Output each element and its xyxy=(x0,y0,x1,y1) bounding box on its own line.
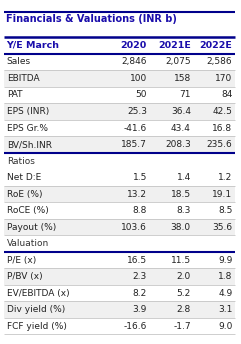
Bar xyxy=(4,87,235,103)
Bar xyxy=(4,301,235,318)
Text: 2.8: 2.8 xyxy=(177,305,191,314)
Text: Sales: Sales xyxy=(7,57,31,66)
Text: 1.5: 1.5 xyxy=(133,173,147,182)
Bar xyxy=(4,70,235,87)
Bar xyxy=(4,136,235,153)
Text: 35.6: 35.6 xyxy=(212,223,233,232)
Bar xyxy=(4,186,235,202)
Text: EBITDA: EBITDA xyxy=(7,74,39,83)
Text: 13.2: 13.2 xyxy=(127,190,147,198)
Text: Financials & Valuations (INR b): Financials & Valuations (INR b) xyxy=(6,14,177,24)
Bar xyxy=(4,252,235,268)
Text: 2,846: 2,846 xyxy=(121,57,147,66)
Text: PAT: PAT xyxy=(7,90,22,99)
Text: P/E (x): P/E (x) xyxy=(7,256,36,265)
Text: 50: 50 xyxy=(135,90,147,99)
Text: 1.2: 1.2 xyxy=(218,173,233,182)
Text: -41.6: -41.6 xyxy=(124,123,147,132)
Text: 2,586: 2,586 xyxy=(207,57,233,66)
Text: 71: 71 xyxy=(179,90,191,99)
Text: -16.6: -16.6 xyxy=(124,322,147,331)
Text: 25.3: 25.3 xyxy=(127,107,147,116)
Text: 9.0: 9.0 xyxy=(218,322,233,331)
Text: 18.5: 18.5 xyxy=(171,190,191,198)
Text: 16.5: 16.5 xyxy=(127,256,147,265)
Text: 158: 158 xyxy=(174,74,191,83)
Text: 2,075: 2,075 xyxy=(165,57,191,66)
Text: 3.1: 3.1 xyxy=(218,305,233,314)
Text: 208.3: 208.3 xyxy=(165,140,191,149)
Bar xyxy=(4,120,235,136)
Text: 16.8: 16.8 xyxy=(212,123,233,132)
Text: 185.7: 185.7 xyxy=(121,140,147,149)
Text: 2021E: 2021E xyxy=(158,41,191,50)
Text: 2020: 2020 xyxy=(121,41,147,50)
Text: Valuation: Valuation xyxy=(7,239,49,248)
Text: Div yield (%): Div yield (%) xyxy=(7,305,65,314)
Text: EPS (INR): EPS (INR) xyxy=(7,107,49,116)
Text: -1.7: -1.7 xyxy=(173,322,191,331)
Text: 3.9: 3.9 xyxy=(133,305,147,314)
Text: 170: 170 xyxy=(215,74,233,83)
Text: 2.3: 2.3 xyxy=(133,272,147,281)
Bar xyxy=(4,103,235,120)
Text: 84: 84 xyxy=(221,90,233,99)
Text: P/BV (x): P/BV (x) xyxy=(7,272,42,281)
Text: 43.4: 43.4 xyxy=(171,123,191,132)
Text: Ratios: Ratios xyxy=(7,157,34,165)
Text: 2022E: 2022E xyxy=(200,41,233,50)
Text: 19.1: 19.1 xyxy=(212,190,233,198)
Text: RoE (%): RoE (%) xyxy=(7,190,42,198)
Text: 103.6: 103.6 xyxy=(121,223,147,232)
Text: 8.2: 8.2 xyxy=(133,289,147,298)
Text: 8.5: 8.5 xyxy=(218,206,233,215)
Text: 1.8: 1.8 xyxy=(218,272,233,281)
Text: FCF yield (%): FCF yield (%) xyxy=(7,322,67,331)
Bar xyxy=(4,285,235,301)
Text: BV/Sh.INR: BV/Sh.INR xyxy=(7,140,52,149)
Text: 5.2: 5.2 xyxy=(177,289,191,298)
Text: 9.9: 9.9 xyxy=(218,256,233,265)
Bar xyxy=(4,202,235,219)
Bar xyxy=(4,219,235,235)
Text: EV/EBITDA (x): EV/EBITDA (x) xyxy=(7,289,69,298)
Text: 4.9: 4.9 xyxy=(218,289,233,298)
Text: 11.5: 11.5 xyxy=(171,256,191,265)
Text: 235.6: 235.6 xyxy=(207,140,233,149)
Text: RoCE (%): RoCE (%) xyxy=(7,206,48,215)
Text: 2.0: 2.0 xyxy=(177,272,191,281)
Bar xyxy=(4,54,235,70)
Text: 36.4: 36.4 xyxy=(171,107,191,116)
Text: 1.4: 1.4 xyxy=(177,173,191,182)
Bar xyxy=(4,268,235,285)
Bar xyxy=(4,318,235,334)
Text: Net D:E: Net D:E xyxy=(7,173,41,182)
Text: Payout (%): Payout (%) xyxy=(7,223,56,232)
Text: EPS Gr.%: EPS Gr.% xyxy=(7,123,48,132)
Text: 42.5: 42.5 xyxy=(213,107,233,116)
Text: Y/E March: Y/E March xyxy=(7,41,60,50)
Text: 100: 100 xyxy=(130,74,147,83)
Bar xyxy=(4,169,235,186)
Text: 8.3: 8.3 xyxy=(176,206,191,215)
Text: 38.0: 38.0 xyxy=(171,223,191,232)
Text: 8.8: 8.8 xyxy=(133,206,147,215)
